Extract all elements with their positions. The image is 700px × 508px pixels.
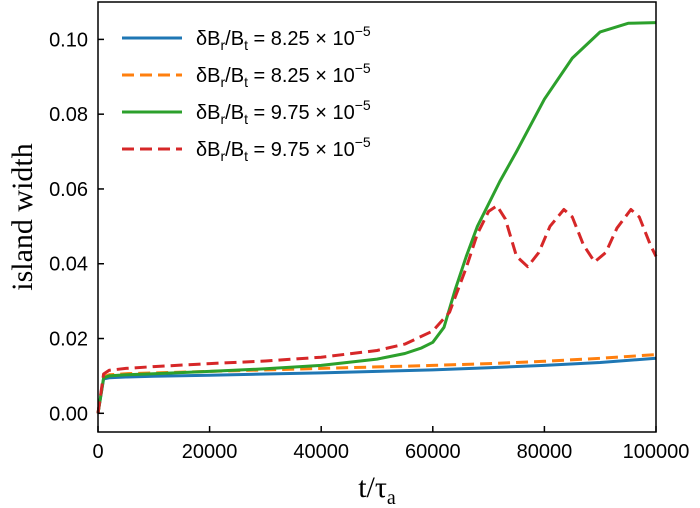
y-tick-label: 0.00: [49, 403, 88, 425]
legend-label-3: δBr/Bt = 9.75 × 10−5: [196, 97, 371, 127]
y-tick-label: 0.10: [49, 29, 88, 51]
x-axis-title-main: t/τ: [358, 471, 387, 504]
series-line-4: [96, 204, 658, 414]
legend-label-4: δBr/Bt = 9.75 × 10−5: [196, 134, 371, 164]
y-axis-title: island width: [6, 143, 39, 291]
x-tick-label: 100000: [623, 441, 690, 463]
y-tick-label: 0.04: [49, 254, 88, 276]
x-tick-label: 40000: [293, 441, 349, 463]
x-axis-title-subscript: a: [387, 487, 396, 508]
y-tick-label: 0.08: [49, 104, 88, 126]
series-line-1: [96, 356, 657, 414]
series-layer: [96, 21, 658, 414]
y-tick-label: 0.02: [49, 329, 88, 351]
x-axis-title: t/τa: [358, 471, 396, 508]
x-tick-label: 0: [92, 441, 103, 463]
x-tick-label: 20000: [182, 441, 238, 463]
legend-label-1: δBr/Bt = 8.25 × 10−5: [196, 23, 371, 53]
plot-frame: [97, 1, 657, 433]
legend: δBr/Bt = 8.25 × 10−5 δBr/Bt = 8.25 × 10−5…: [122, 23, 371, 164]
series-line-3: [96, 21, 657, 414]
y-tick-label: 0.06: [49, 179, 88, 201]
legend-label-2: δBr/Bt = 8.25 × 10−5: [196, 60, 371, 90]
x-tick-label: 80000: [517, 441, 573, 463]
x-tick-label: 60000: [405, 441, 461, 463]
ticks-layer: 0 20000 40000 60000 80000 100000 0.00 0.02 0.04 0…: [49, 29, 689, 463]
